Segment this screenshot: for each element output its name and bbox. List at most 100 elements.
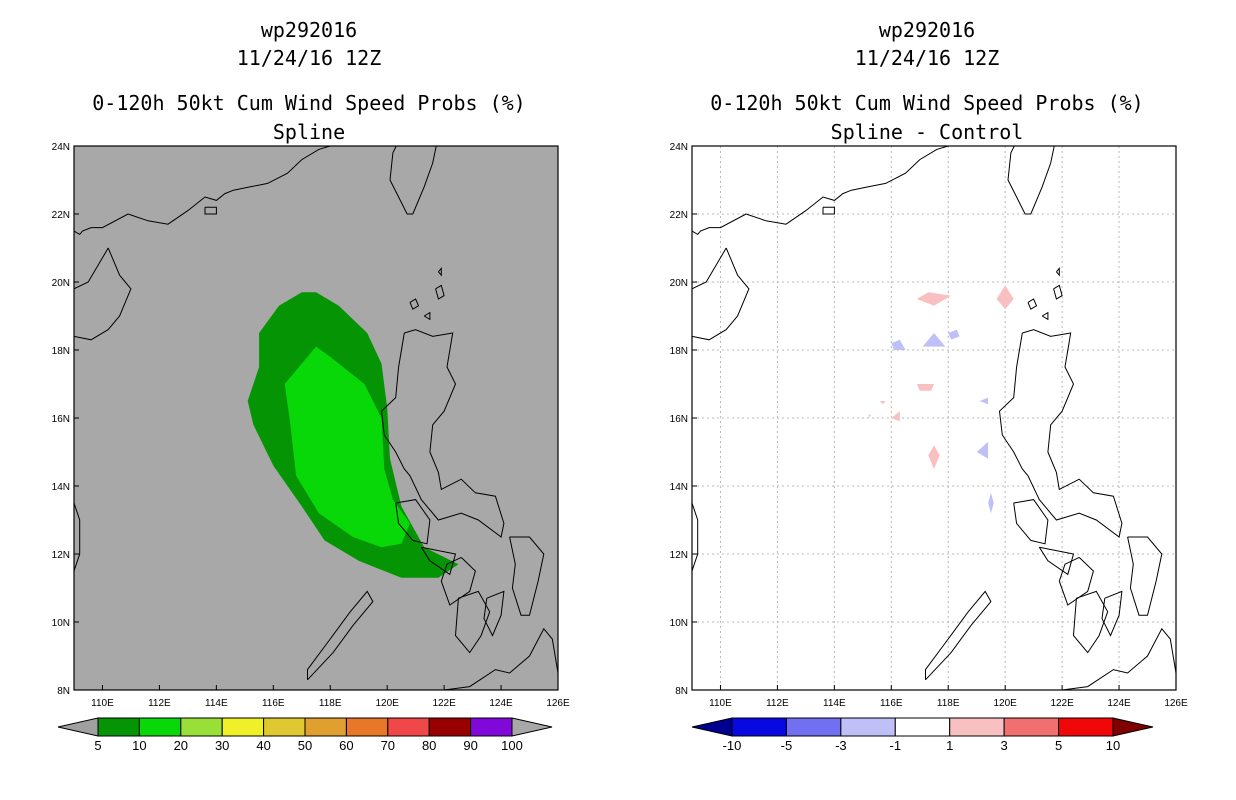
colorbar-label: 60: [339, 738, 353, 753]
lon-tick-label: 124E: [489, 698, 513, 709]
lat-tick-label: 18N: [52, 346, 70, 357]
colorbar-label: -5: [781, 738, 793, 753]
lat-tick-label: 14N: [52, 482, 70, 493]
coastline: [692, 247, 750, 341]
lat-tick-label: 8N: [57, 686, 70, 697]
lon-tick-label: 110E: [91, 698, 114, 709]
coastline: [1013, 499, 1049, 545]
lon-tick-label: 112E: [148, 698, 171, 709]
colorbar-under-arrow: [691, 717, 733, 737]
colorbar-label: 10: [132, 738, 146, 753]
colorbar-label: 100: [501, 738, 523, 753]
colorbar-swatch: [785, 717, 842, 737]
lat-tick-label: 8N: [675, 686, 688, 697]
colorbar-label: -10: [723, 738, 742, 753]
coastline: [395, 499, 431, 545]
colorbar-under-arrow: [57, 717, 99, 737]
lon-tick-label: 118E: [937, 698, 960, 709]
coastline: [1041, 311, 1049, 321]
coastline: [1062, 627, 1176, 690]
colorbar-label: 1: [946, 738, 953, 753]
colorbar-over-arrow: [1112, 717, 1154, 737]
colorbar-swatch: [345, 717, 389, 737]
coastline: [1058, 556, 1094, 606]
colorbar-swatch: [263, 717, 306, 737]
lon-tick-label: 122E: [1050, 698, 1074, 709]
product-title: 0-120h 50kt Cum Wind Speed Probs (%): [710, 91, 1144, 115]
diff-region-neg3: [948, 329, 960, 340]
coastline: [745, 146, 949, 225]
lon-tick-label: 116E: [262, 698, 285, 709]
diff-region-neg3: [979, 397, 989, 405]
coastline: [440, 556, 476, 606]
diff-region-3: [879, 401, 886, 405]
coastline: [1038, 546, 1075, 576]
coastline: [74, 213, 129, 236]
diff-region-neg3: [976, 441, 989, 459]
prob-region-10: [284, 346, 410, 548]
coastline: [1056, 267, 1060, 277]
lon-tick-label: 114E: [823, 698, 846, 709]
colorbar-label: 5: [94, 738, 101, 753]
diff-region-3: [916, 292, 952, 306]
colorbar-swatch: [840, 717, 896, 737]
diff-region-3: [928, 445, 940, 469]
colorbar-swatch: [428, 717, 472, 737]
coastline: [435, 284, 445, 300]
coastline: [692, 213, 747, 236]
colorbar-label: 10: [1106, 738, 1120, 753]
lat-tick-label: 10N: [670, 618, 688, 629]
coastline: [438, 267, 442, 277]
coastline: [204, 206, 217, 215]
coastline: [1027, 298, 1038, 310]
coastline: [692, 502, 699, 572]
coastline: [420, 546, 457, 576]
colorbar-swatch: [387, 717, 430, 737]
coastline: [1007, 146, 1055, 215]
coastline: [925, 590, 992, 681]
colorbar: -10 -5 -3 -1 1 3 5 10: [691, 717, 1154, 753]
lon-tick-label: 122E: [432, 698, 456, 709]
lat-tick-label: 20N: [670, 278, 688, 289]
colorbar: 5 10 20 30 40 50 60 70 80 90 100: [57, 717, 553, 753]
panel-spline-minus-control: wp292016 11/24/16 12Z 0-120h 50kt Cum Wi…: [618, 0, 1236, 800]
coastline: [1072, 590, 1109, 654]
lat-tick-label: 10N: [52, 618, 70, 629]
colorbar-swatch: [1058, 717, 1114, 737]
colorbar-over-arrow: [511, 717, 553, 737]
diff-region-neg3: [922, 333, 946, 347]
diff-region-3: [891, 411, 900, 422]
colorbar-swatch: [138, 717, 182, 737]
colorbar-label: -3: [835, 738, 847, 753]
storm-id-title: wp292016: [260, 18, 358, 42]
coastline: [74, 247, 132, 341]
datetime-title: 11/24/16 12Z: [854, 46, 1000, 70]
colorbar-label: 20: [174, 738, 188, 753]
lat-tick-label: 12N: [670, 550, 688, 561]
coastline: [509, 536, 545, 616]
colorbar-label: -1: [890, 738, 902, 753]
lon-tick-label: 116E: [880, 698, 903, 709]
lat-tick-label: 24N: [52, 142, 70, 153]
colorbar-label: 5: [1055, 738, 1062, 753]
coastline: [423, 311, 431, 321]
colorbar-swatch: [731, 717, 787, 737]
lon-tick-label: 120E: [993, 698, 1017, 709]
diff-region-neg3: [891, 339, 906, 350]
coastline: [409, 298, 420, 310]
colorbar-label: 70: [381, 738, 395, 753]
colorbar-label: 3: [1001, 738, 1008, 753]
colorbar-swatch: [949, 717, 1005, 737]
colorbar-swatch: [304, 717, 347, 737]
lon-tick-label: 126E: [546, 698, 570, 709]
panel-subtitle: Spline: [272, 120, 346, 144]
coastline: [998, 329, 1123, 538]
lat-tick-label: 24N: [670, 142, 688, 153]
colorbar-label: 40: [256, 738, 270, 753]
coastline: [380, 329, 505, 538]
coastline: [1101, 590, 1123, 637]
colorbar-swatch: [97, 717, 140, 737]
coastline: [307, 590, 374, 681]
panel-spline: wp292016 11/24/16 12Z 0-120h 50kt Cum Wi…: [52, 18, 570, 753]
coastline: [127, 146, 331, 225]
